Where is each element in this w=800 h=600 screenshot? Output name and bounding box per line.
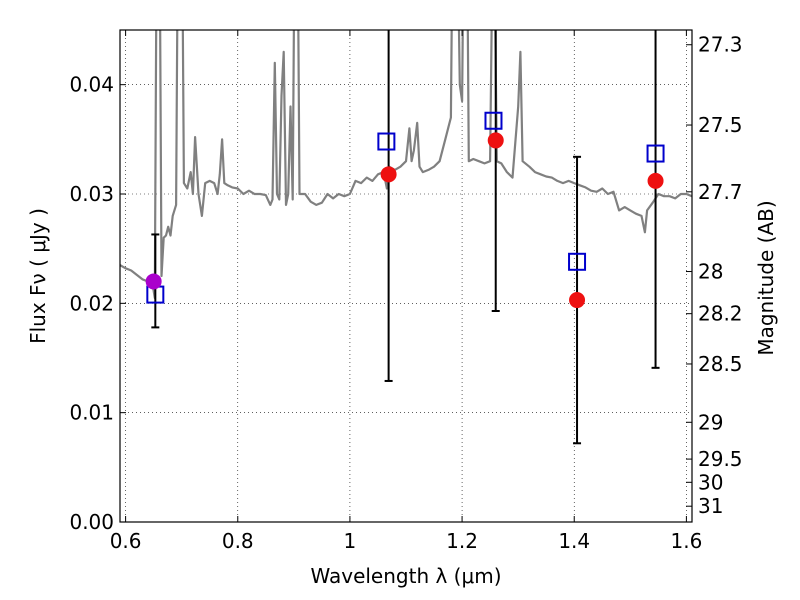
model-point-square bbox=[484, 111, 503, 130]
y2-tick-label: 27.3 bbox=[698, 33, 743, 57]
x-tick-label: 1 bbox=[344, 529, 357, 553]
x-tick-label: 0.8 bbox=[222, 529, 254, 553]
x-tick-label: 1.6 bbox=[670, 529, 702, 553]
x-tick-label: 0.6 bbox=[110, 529, 142, 553]
observed-point-circle bbox=[569, 292, 586, 309]
plot-area-background bbox=[120, 30, 692, 522]
y-tick-label: 0.04 bbox=[69, 73, 114, 97]
y2-tick-label: 29.5 bbox=[698, 447, 743, 471]
model-point-square bbox=[568, 252, 587, 271]
model-point-square bbox=[377, 132, 396, 151]
y2-tick-label: 30 bbox=[698, 470, 723, 494]
model-point-square bbox=[646, 144, 665, 163]
y2-tick-label: 28.5 bbox=[698, 352, 743, 376]
x-tick-label: 1.2 bbox=[446, 529, 478, 553]
x-tick-label: 1.4 bbox=[558, 529, 590, 553]
y2-axis-label: Magnitude (AB) bbox=[754, 200, 778, 355]
observed-point-circle bbox=[487, 132, 504, 149]
y2-tick-label: 28.2 bbox=[698, 302, 743, 326]
axes-ticks: 0.6 0.8 1 1.2 1.4 1.6 0.00 0.01 0.02 0.03 0.04 27.3… bbox=[69, 30, 743, 553]
y2-tick-label: 27.5 bbox=[698, 113, 743, 137]
y2-tick-label: 31 bbox=[698, 494, 723, 518]
x-axis-label: Wavelength λ (μm) bbox=[310, 564, 501, 588]
y2-tick-label: 27.7 bbox=[698, 180, 743, 204]
error-bar bbox=[491, 30, 500, 312]
y2-tick-label: 29 bbox=[698, 410, 723, 434]
plot-frame bbox=[119, 29, 693, 523]
y2-tick-label: 28 bbox=[698, 260, 723, 284]
error-bar bbox=[384, 30, 393, 382]
error-bar bbox=[651, 30, 660, 369]
y-tick-label: 0.03 bbox=[69, 182, 114, 206]
observed-point-circle bbox=[647, 172, 664, 189]
y-tick-label: 0.01 bbox=[69, 401, 114, 425]
y-axis-label: Flux Fν ( μJy ) bbox=[26, 208, 50, 344]
observed-point-circle bbox=[380, 166, 397, 183]
y-tick-label: 0.02 bbox=[69, 291, 114, 315]
highlight-point-circle bbox=[145, 273, 162, 290]
y-tick-label: 0.00 bbox=[69, 510, 114, 534]
spectrum-line bbox=[120, 30, 692, 299]
series-layer bbox=[120, 30, 692, 445]
